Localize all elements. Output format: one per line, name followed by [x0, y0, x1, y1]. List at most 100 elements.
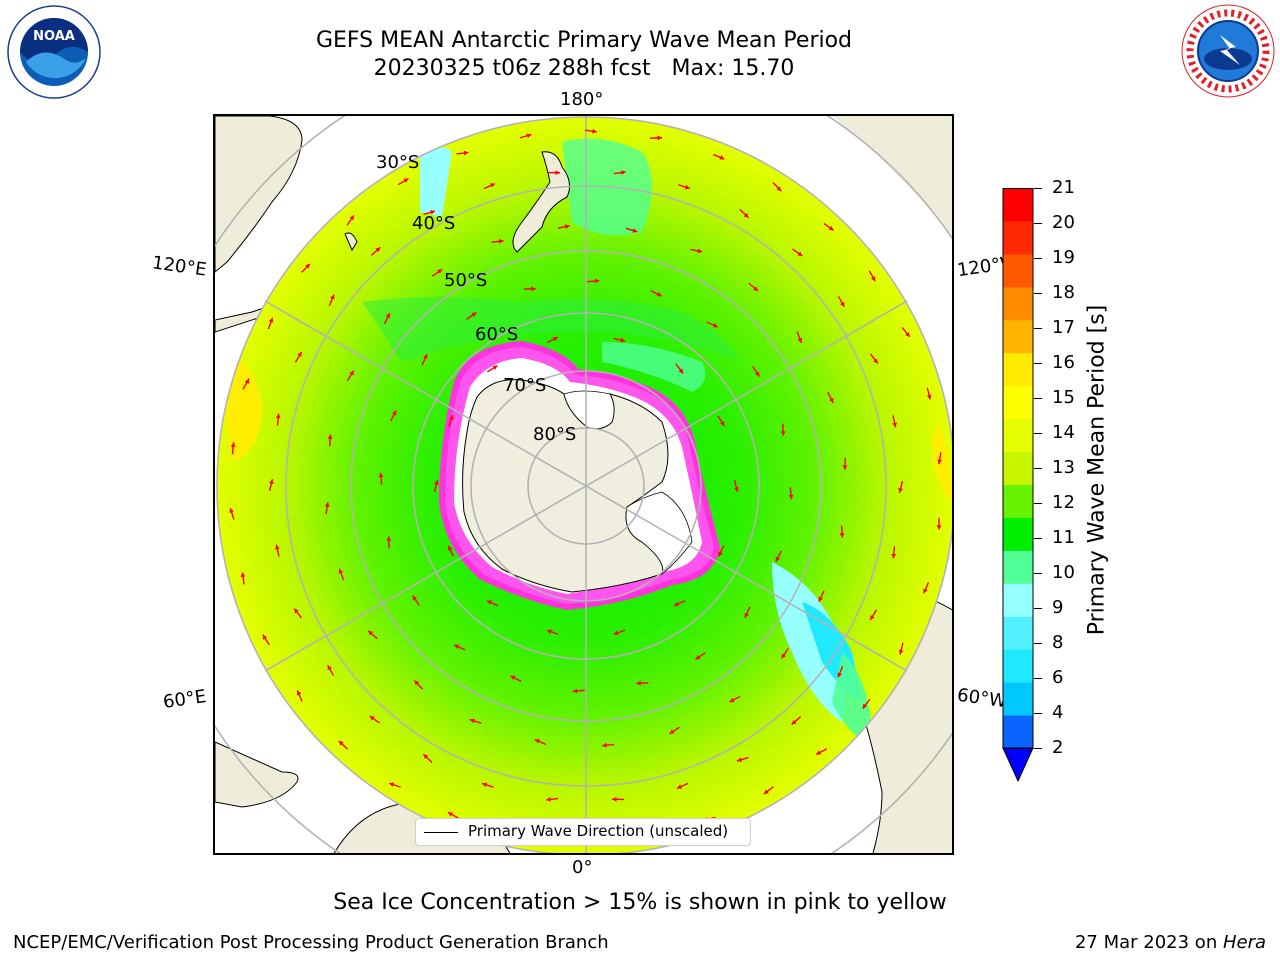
wave-arrow [780, 648, 789, 659]
wave-arrow [422, 753, 433, 764]
colorbar-tick-mark [1034, 678, 1042, 679]
colorbar-tick-label: 4 [1052, 702, 1064, 723]
wave-arrow [324, 502, 330, 515]
wave-arrow [301, 263, 311, 273]
wave-arrow [390, 410, 397, 422]
colorbar-segment [1003, 616, 1033, 650]
colorbar-tick-label: 14 [1052, 422, 1075, 443]
colorbar-tick-mark [1034, 538, 1042, 539]
wave-arrow [868, 270, 876, 282]
wave-arrow [338, 740, 349, 750]
lat-label-70s: 70°S [503, 375, 547, 396]
legend-line-sample [424, 832, 458, 833]
colorbar-segment [1003, 451, 1033, 485]
wave-arrow [296, 690, 303, 702]
colorbar-tick-label: 16 [1052, 352, 1075, 373]
wave-arrow [389, 782, 401, 788]
colorbar-segment [1003, 286, 1033, 321]
wave-arrow [613, 337, 626, 343]
wave-arrow [936, 517, 942, 530]
colorbar-segment [1003, 715, 1033, 749]
wave-arrow [557, 224, 570, 229]
lon-label-60w: 60°W [955, 684, 1008, 713]
wave-arrow [937, 452, 943, 465]
lat-label-80s: 80°S [533, 424, 577, 445]
wave-arrow [602, 742, 615, 748]
wave-arrow [534, 738, 547, 746]
colorbar-segment [1003, 319, 1033, 354]
wave-arrow [892, 415, 897, 428]
wave-arrow [383, 312, 391, 325]
colorbar-tick-mark [1034, 293, 1042, 294]
colorbar-tick-mark [1034, 748, 1042, 749]
wave-arrow [242, 378, 250, 390]
wave-arrow [706, 321, 719, 328]
wave-arrow [736, 756, 749, 762]
lat-label-60s: 60°S [475, 324, 519, 345]
wave-arrow [423, 210, 436, 216]
colorbar-segment [1003, 418, 1033, 453]
nws-logo [1181, 4, 1275, 98]
legend-label: Primary Wave Direction (unscaled) [468, 822, 729, 840]
colorbar-tick-label: 20 [1052, 212, 1075, 233]
wave-arrow [815, 748, 828, 756]
footer-machine: Hera [1222, 932, 1266, 953]
lat-label-40s: 40°S [412, 213, 456, 234]
wave-arrow [275, 413, 281, 426]
wave-arrow [483, 183, 496, 190]
colorbar-tick-mark [1034, 188, 1042, 189]
colorbar-segment [1003, 220, 1033, 255]
wave-arrow [717, 545, 725, 557]
wave-arrow [669, 726, 680, 735]
wave-arrow [898, 642, 904, 655]
wave-arrow [433, 480, 439, 492]
colorbar-tick-mark [1034, 258, 1042, 259]
wave-arrow [421, 353, 428, 366]
colorbar-segment [1003, 550, 1033, 584]
colorbar-tick-label: 6 [1052, 667, 1064, 688]
colorbar-segment [1003, 649, 1033, 683]
wave-arrow [447, 811, 459, 819]
wave-arrow [346, 370, 355, 382]
colorbar-tick-label: 11 [1052, 527, 1075, 548]
wave-arrow [862, 698, 871, 710]
wave-arrow [448, 415, 454, 427]
wave-arrow [901, 327, 911, 338]
wave-arrow [487, 364, 498, 373]
wave-arrow [678, 184, 691, 190]
wave-arrow [469, 718, 482, 724]
lat-label-50s: 50°S [444, 270, 488, 291]
wave-arrow [447, 545, 455, 557]
wave-arrow [572, 688, 585, 694]
wave-arrow [923, 582, 930, 594]
wave-arrow [713, 153, 725, 160]
colorbar-label: Primary Wave Mean Period [s] [1084, 304, 1110, 636]
colorbar-tick-mark [1034, 398, 1042, 399]
lon-label-60e: 60°E [161, 686, 208, 713]
australia-tip [344, 232, 358, 252]
wave-arrow [491, 238, 504, 244]
colorbar-segment [1003, 583, 1033, 617]
wave-arrow [675, 363, 684, 374]
sea-ice-note: Sea Ice Concentration > 15% is shown in … [333, 890, 947, 915]
wave-arrow [869, 353, 879, 364]
wave-arrow [546, 797, 559, 802]
colorbar-tick-label: 19 [1052, 247, 1075, 268]
wave-arrow [818, 590, 825, 603]
wave-arrow [546, 336, 559, 344]
wave-arrow [613, 629, 626, 636]
wave-arrow [466, 312, 477, 320]
wave-arrow [456, 150, 469, 156]
wave-arrow [729, 695, 741, 703]
wave-arrow [690, 248, 703, 254]
wave-arrow [650, 135, 663, 141]
wave-arrow [772, 181, 782, 192]
wave-arrow [837, 666, 844, 678]
wave-arrow [650, 290, 662, 297]
wave-arrow [827, 391, 834, 404]
map-legend: Primary Wave Direction (unscaled) [415, 818, 751, 846]
wave-arrow [792, 248, 803, 257]
wave-arrow [523, 286, 536, 292]
wave-arrow [262, 634, 270, 646]
chart-title: GEFS MEAN Antarctic Primary Wave Mean Pe… [315, 28, 853, 53]
